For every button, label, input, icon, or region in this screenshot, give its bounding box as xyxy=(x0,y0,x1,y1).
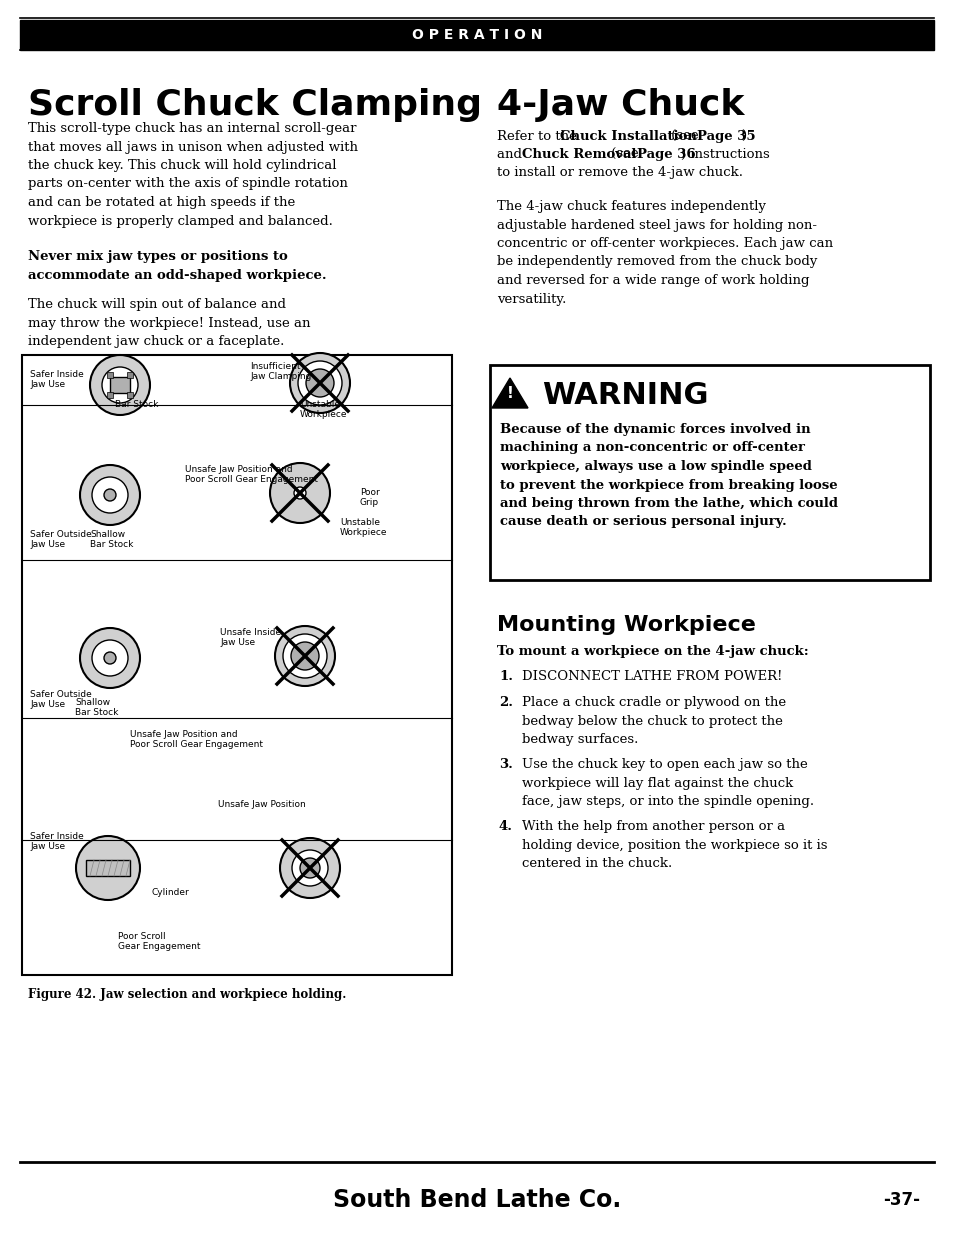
Text: Safer Outside
Jaw Use: Safer Outside Jaw Use xyxy=(30,690,91,709)
Circle shape xyxy=(306,369,334,396)
Circle shape xyxy=(102,367,138,403)
Text: and: and xyxy=(497,148,526,161)
Text: Unsafe Inside
Jaw Use: Unsafe Inside Jaw Use xyxy=(220,629,281,647)
Text: 2.: 2. xyxy=(498,697,513,709)
Bar xyxy=(22,354,452,974)
Text: Use the chuck key to open each jaw so the
workpiece will lay flat against the ch: Use the chuck key to open each jaw so th… xyxy=(521,758,813,808)
Circle shape xyxy=(290,353,350,412)
Text: Cylinder: Cylinder xyxy=(152,888,190,897)
Bar xyxy=(20,20,933,49)
Circle shape xyxy=(280,839,339,898)
Text: Unstable
Workpiece: Unstable Workpiece xyxy=(339,517,387,537)
Text: South Bend Lathe Co.: South Bend Lathe Co. xyxy=(333,1188,620,1212)
Circle shape xyxy=(80,466,140,525)
Text: Page 35: Page 35 xyxy=(697,130,755,143)
Text: Poor Scroll
Gear Engagement: Poor Scroll Gear Engagement xyxy=(118,932,200,951)
Text: to install or remove the 4-jaw chuck.: to install or remove the 4-jaw chuck. xyxy=(497,165,742,179)
Text: O P E R A T I O N: O P E R A T I O N xyxy=(412,28,541,42)
Text: (see: (see xyxy=(666,130,702,143)
Text: With the help from another person or a
holding device, position the workpiece so: With the help from another person or a h… xyxy=(521,820,826,869)
Text: 4-Jaw Chuck: 4-Jaw Chuck xyxy=(497,88,743,122)
Circle shape xyxy=(274,626,335,685)
Circle shape xyxy=(80,629,140,688)
Text: Shallow
Bar Stock: Shallow Bar Stock xyxy=(75,698,118,718)
Text: Unsafe Jaw Position: Unsafe Jaw Position xyxy=(218,800,305,809)
Bar xyxy=(107,391,113,398)
Bar xyxy=(86,860,130,876)
Text: Chuck Removal: Chuck Removal xyxy=(521,148,636,161)
Text: 4.: 4. xyxy=(498,820,513,832)
Text: Never mix jaw types or positions to
accommodate an odd-shaped workpiece.: Never mix jaw types or positions to acco… xyxy=(28,249,326,282)
Bar xyxy=(127,372,132,378)
Text: Refer to the: Refer to the xyxy=(497,130,580,143)
Bar xyxy=(127,391,132,398)
Text: For Machines Mfg. Since 3/11: For Machines Mfg. Since 3/11 xyxy=(25,28,205,42)
Text: The chuck will spin out of balance and
may throw the workpiece! Instead, use an
: The chuck will spin out of balance and m… xyxy=(28,298,310,348)
Text: Safer Inside
Jaw Use: Safer Inside Jaw Use xyxy=(30,832,84,851)
Text: Insufficient
Jaw Clamping: Insufficient Jaw Clamping xyxy=(250,362,311,382)
Circle shape xyxy=(291,642,318,671)
Text: The 4-jaw chuck features independently
adjustable hardened steel jaws for holdin: The 4-jaw chuck features independently a… xyxy=(497,200,832,305)
Text: Because of the dynamic forces involved in
machining a non-concentric or off-cent: Because of the dynamic forces involved i… xyxy=(499,424,837,529)
Text: ) instructions: ) instructions xyxy=(680,148,769,161)
Text: WARNING: WARNING xyxy=(541,380,708,410)
Circle shape xyxy=(104,652,116,664)
Circle shape xyxy=(90,354,150,415)
Circle shape xyxy=(294,487,306,499)
Circle shape xyxy=(104,489,116,501)
Circle shape xyxy=(297,361,341,405)
Text: ): ) xyxy=(740,130,745,143)
Text: Unstable
Workpiece: Unstable Workpiece xyxy=(299,400,347,420)
Circle shape xyxy=(283,634,327,678)
Text: (see: (see xyxy=(606,148,642,161)
Text: To mount a workpiece on the 4-jaw chuck:: To mount a workpiece on the 4-jaw chuck: xyxy=(497,645,808,658)
Bar xyxy=(490,366,929,580)
Text: 16-Speed Gearhead Lathe: 16-Speed Gearhead Lathe xyxy=(774,28,929,42)
Text: !: ! xyxy=(506,385,513,400)
Polygon shape xyxy=(492,378,527,408)
Circle shape xyxy=(292,850,328,885)
Circle shape xyxy=(76,836,140,900)
Text: Page 36: Page 36 xyxy=(637,148,695,161)
Bar xyxy=(110,377,130,393)
Text: Place a chuck cradle or plywood on the
bedway below the chuck to protect the
bed: Place a chuck cradle or plywood on the b… xyxy=(521,697,785,746)
Text: Safer Inside
Jaw Use: Safer Inside Jaw Use xyxy=(30,370,84,389)
Text: This scroll-type chuck has an internal scroll-gear
that moves all jaws in unison: This scroll-type chuck has an internal s… xyxy=(28,122,357,227)
Circle shape xyxy=(270,463,330,522)
Text: DISCONNECT LATHE FROM POWER!: DISCONNECT LATHE FROM POWER! xyxy=(521,671,781,683)
Text: Chuck Installation: Chuck Installation xyxy=(559,130,696,143)
Text: 3.: 3. xyxy=(498,758,513,771)
Text: Figure 42. Jaw selection and workpiece holding.: Figure 42. Jaw selection and workpiece h… xyxy=(28,988,346,1002)
Bar xyxy=(107,372,113,378)
Text: Shallow
Bar Stock: Shallow Bar Stock xyxy=(90,530,133,550)
Circle shape xyxy=(299,858,319,878)
Text: 1.: 1. xyxy=(498,671,513,683)
Text: Safer Outside
Jaw Use: Safer Outside Jaw Use xyxy=(30,530,91,550)
Text: Bar Stock: Bar Stock xyxy=(115,400,158,409)
Text: Unsafe Jaw Position and
Poor Scroll Gear Engagement: Unsafe Jaw Position and Poor Scroll Gear… xyxy=(130,730,263,750)
Text: Poor
Grip: Poor Grip xyxy=(359,488,379,508)
Circle shape xyxy=(91,640,128,676)
Text: Unsafe Jaw Position and
Poor Scroll Gear Engagement: Unsafe Jaw Position and Poor Scroll Gear… xyxy=(185,466,317,484)
Circle shape xyxy=(91,477,128,513)
Text: -37-: -37- xyxy=(882,1191,919,1209)
Text: Mounting Workpiece: Mounting Workpiece xyxy=(497,615,755,635)
Text: Scroll Chuck Clamping: Scroll Chuck Clamping xyxy=(28,88,481,122)
